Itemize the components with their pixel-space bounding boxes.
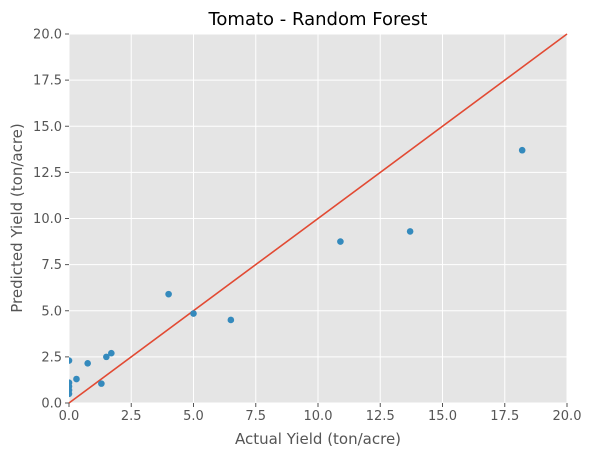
scatter-point <box>73 375 80 383</box>
scatter-point <box>69 390 73 398</box>
y-tick-label: 10.0 <box>33 212 62 227</box>
y-tick-label: 2.5 <box>41 350 62 365</box>
scatter-point <box>406 228 414 235</box>
scatter-point <box>337 238 344 245</box>
scatter-point <box>518 146 526 154</box>
x-axis-label: Actual Yield (ton/acre) <box>235 430 401 448</box>
chart-title: Tomato - Random Forest <box>207 9 427 30</box>
scatter-points <box>69 146 526 398</box>
x-tick-label: 0.0 <box>59 409 80 424</box>
y-axis-label: Predicted Yield (ton/acre) <box>8 123 26 313</box>
scatter-point <box>98 380 105 387</box>
y-tick-label: 12.5 <box>33 166 62 181</box>
x-tick-label: 17.5 <box>490 409 519 424</box>
y-tick-label: 15.0 <box>33 120 62 135</box>
x-tick-label: 5.0 <box>183 409 204 424</box>
y-tick-label: 20.0 <box>33 28 62 43</box>
y-axis-ticks: 0.0 2.5 5.0 7.5 10.0 12.5 15.0 17.5 20.0 <box>33 28 69 412</box>
x-tick-label: 2.5 <box>121 409 142 424</box>
y-tick-label: 5.0 <box>41 304 62 319</box>
scatter-point <box>108 349 115 357</box>
scatter-point <box>84 360 91 367</box>
y-tick-label: 17.5 <box>33 74 62 89</box>
x-tick-label: 10.0 <box>304 409 333 424</box>
x-tick-label: 12.5 <box>366 409 395 424</box>
y-tick-label: 7.5 <box>41 258 62 273</box>
x-tick-label: 7.5 <box>245 409 266 424</box>
x-tick-label: 15.0 <box>428 409 457 424</box>
scatter-point <box>69 357 73 364</box>
scatter-point <box>227 316 235 324</box>
scatter-point <box>165 290 172 298</box>
scatter-point <box>190 310 197 317</box>
reference-line-group <box>68 33 568 404</box>
x-tick-label: 20.0 <box>553 409 582 424</box>
scatter-point <box>103 353 110 361</box>
x-axis-ticks: 0.0 2.5 5.0 7.5 10.0 12.5 15.0 17.5 20.0 <box>59 403 582 424</box>
reference-line <box>68 33 568 404</box>
y-tick-label: 0.0 <box>41 397 62 412</box>
